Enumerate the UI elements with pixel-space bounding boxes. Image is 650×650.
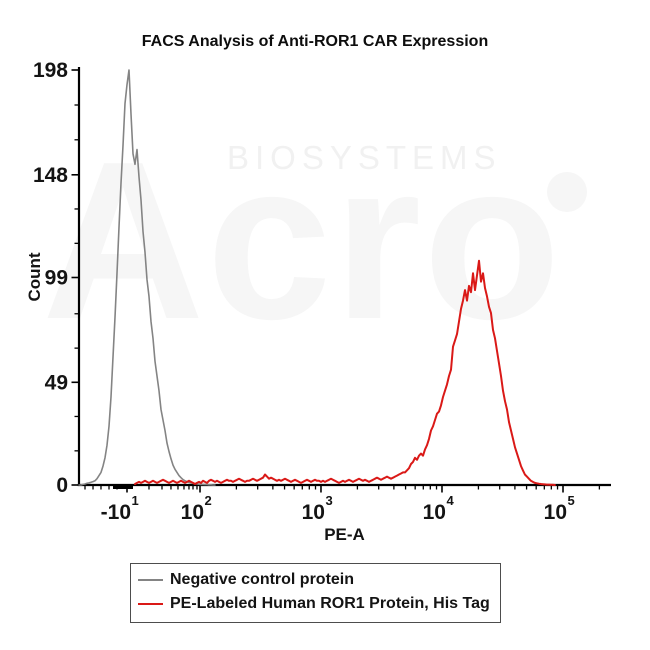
legend-item-pe-ror1: PE-Labeled Human ROR1 Protein, His Tag bbox=[138, 592, 490, 616]
x-tick-label-exponent: 3 bbox=[325, 493, 332, 508]
curve-pe-ror1 bbox=[134, 259, 556, 486]
curve-negative-control bbox=[78, 69, 216, 486]
x-tick-label-base: 10 bbox=[302, 501, 325, 524]
baseline-event-marker bbox=[113, 484, 133, 489]
y-tick-label: 99 bbox=[45, 267, 68, 290]
y-tick-label: 148 bbox=[33, 164, 68, 187]
legend: Negative control protein PE-Labeled Huma… bbox=[130, 563, 501, 623]
pe-ror1-line-swatch bbox=[138, 602, 163, 606]
legend-item-negative-control: Negative control protein bbox=[138, 568, 490, 592]
legend-label-negative-control: Negative control protein bbox=[170, 571, 355, 588]
y-tick-label: 0 bbox=[56, 474, 68, 497]
x-tick-label-base: 10 bbox=[423, 501, 446, 524]
chart-title: FACS Analysis of Anti-ROR1 CAR Expressio… bbox=[141, 33, 489, 50]
x-tick-label-exponent: 4 bbox=[446, 493, 454, 508]
y-tick-label: 198 bbox=[33, 59, 68, 82]
negative-control-line-swatch bbox=[138, 578, 163, 582]
x-tick-label-exponent: 1 bbox=[132, 493, 139, 508]
y-tick-label: 49 bbox=[45, 371, 68, 394]
x-tick-label-base: 10 bbox=[544, 501, 567, 524]
x-tick-label-base: 10 bbox=[181, 501, 204, 524]
legend-label-pe-ror1: PE-Labeled Human ROR1 Protein, His Tag bbox=[170, 595, 490, 612]
x-axis-title: PE-A bbox=[324, 525, 365, 544]
x-tick-label-exponent: 5 bbox=[568, 493, 575, 508]
x-tick-label-base: -10 bbox=[101, 501, 131, 524]
y-axis-title: Count bbox=[25, 252, 44, 301]
x-tick-label-exponent: 2 bbox=[205, 493, 212, 508]
